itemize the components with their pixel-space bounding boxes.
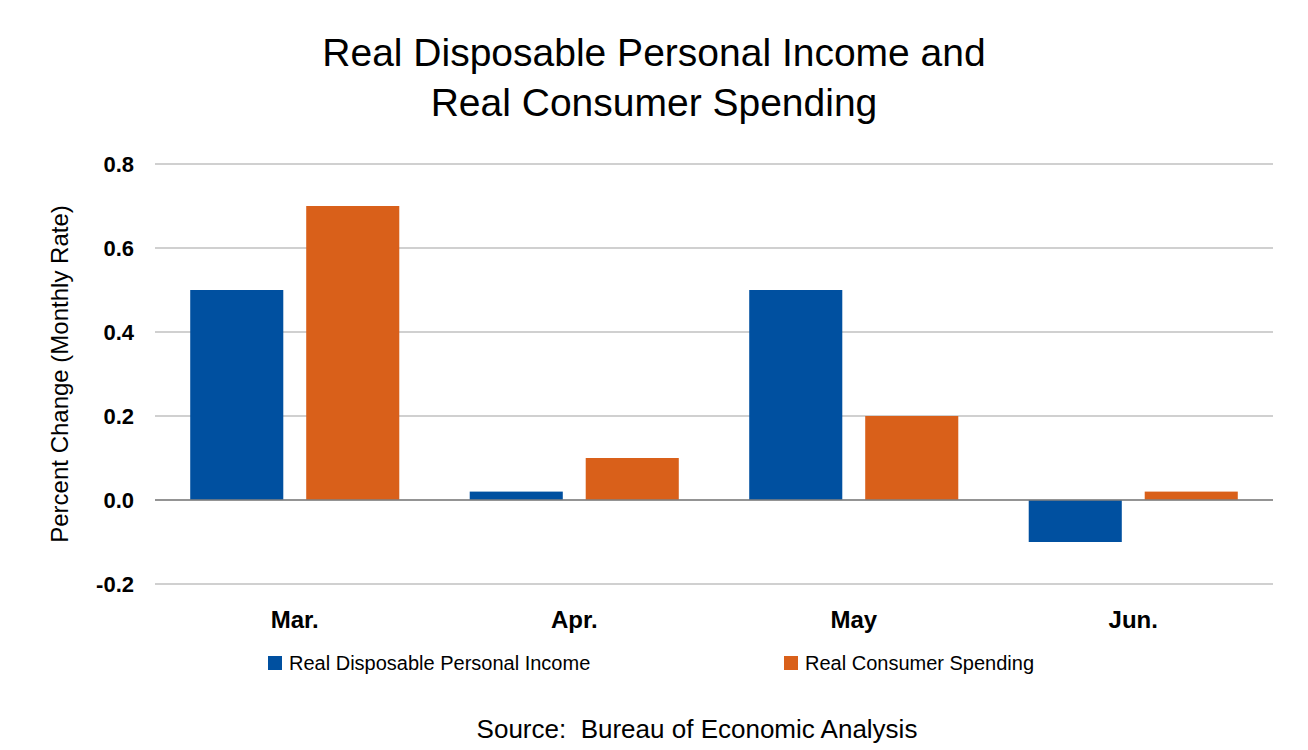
bar: [1029, 500, 1122, 542]
bar: [1145, 492, 1238, 500]
category-label: Mar.: [271, 606, 319, 633]
tick-label: 0.6: [103, 236, 134, 261]
tick-label: 0.8: [103, 152, 134, 177]
grid-line: [155, 499, 1273, 501]
bar: [749, 290, 842, 500]
category-label: Jun.: [1109, 606, 1158, 633]
chart: Real Disposable Personal Income and Real…: [0, 0, 1308, 750]
category-label: May: [830, 606, 877, 633]
baseline: [155, 499, 1273, 501]
plot: -0.2 0.0 0.2 0.4 0.6 0.8 Percent Change (Month…: [0, 0, 1308, 750]
axis-label: Percent Change (Monthly Rate): [46, 205, 73, 543]
category-label: Apr.: [551, 606, 598, 633]
bar: [306, 206, 399, 500]
bar: [586, 458, 679, 500]
tick-label: 0.4: [103, 320, 134, 345]
tick-label: 0.0: [103, 488, 134, 513]
legend-swatch: [268, 656, 282, 670]
legend-label: Real Consumer Spending: [805, 652, 1034, 674]
bars: [190, 206, 1238, 542]
legend-swatch: [784, 656, 798, 670]
tick-label: -0.2: [96, 572, 134, 597]
grid-line: [155, 583, 1273, 585]
grid-line: [155, 163, 1273, 165]
title: Real Disposable Personal Income and Real…: [294, 28, 1014, 128]
source: Source: Bureau of Economic Analysis: [477, 714, 918, 744]
bar: [470, 492, 563, 500]
bar: [865, 416, 958, 500]
legend-label: Real Disposable Personal Income: [289, 652, 590, 674]
bar: [190, 290, 283, 500]
tick-label: 0.2: [103, 404, 134, 429]
